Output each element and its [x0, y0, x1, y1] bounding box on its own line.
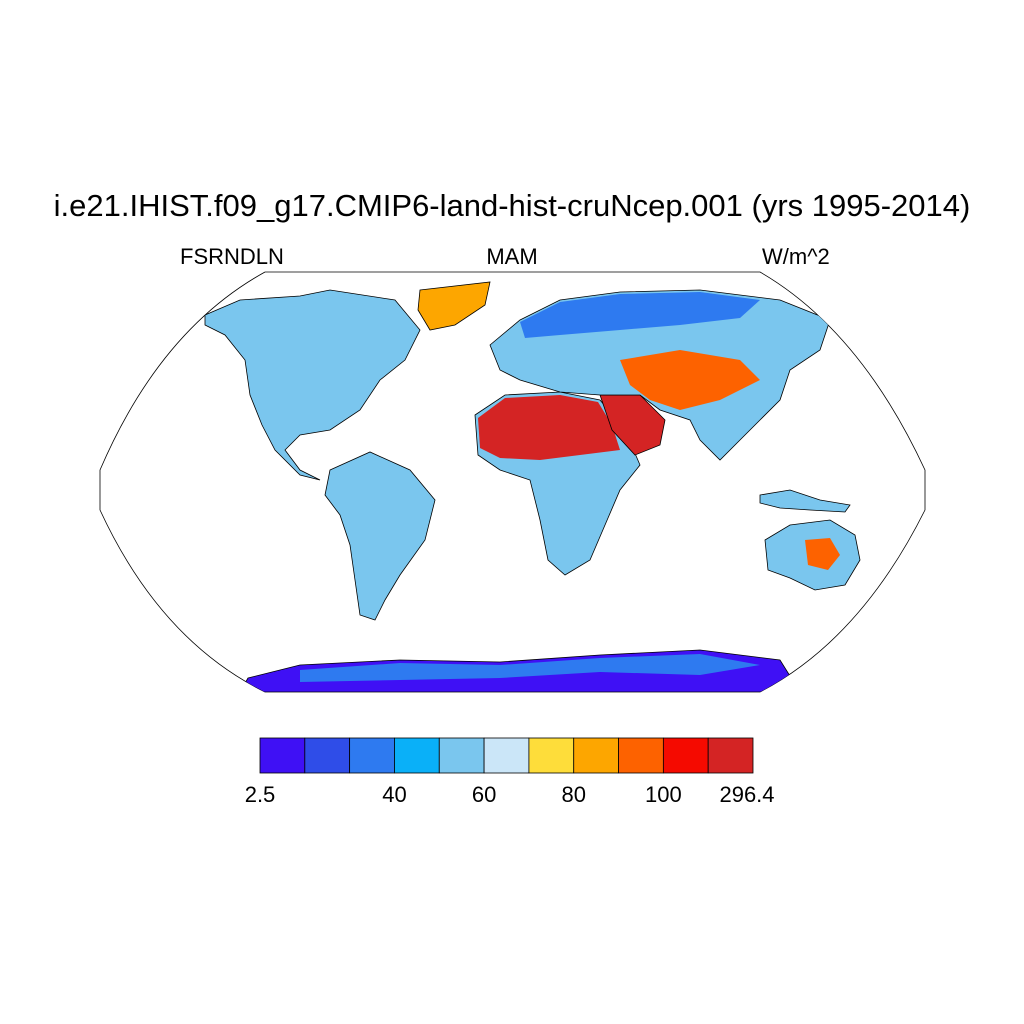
colorbar-swatch	[618, 737, 664, 774]
colorbar-swatch	[573, 737, 619, 774]
land-northern-eurasia	[520, 292, 760, 338]
colorbar-swatch	[662, 737, 709, 774]
colorbar-tick-label: 80	[561, 782, 586, 807]
colorbar-swatch	[259, 737, 306, 774]
colorbar-tick-label: 296.4	[719, 782, 775, 807]
colorbar-tick-label: 2.5	[244, 782, 276, 807]
land-antarctica-coast	[300, 654, 760, 682]
season-label: MAM	[486, 244, 538, 269]
colorbar-swatch	[483, 737, 530, 774]
land-south-america	[324, 451, 436, 621]
units-label: W/m^2	[762, 244, 830, 269]
land-central-asia-warm	[620, 350, 760, 410]
colorbar-swatch	[438, 737, 485, 774]
colorbar-tick-label: 40	[382, 782, 407, 807]
colorbar-tick-label: 60	[471, 782, 497, 807]
colorbar-swatch	[528, 737, 575, 774]
land-indonesia	[759, 489, 851, 513]
colorbar-swatch	[707, 737, 754, 774]
land-greenland	[417, 281, 491, 331]
colorbar-swatch	[304, 737, 351, 774]
land-sahara	[478, 395, 620, 460]
colorbar-tick-label: 100	[645, 782, 682, 807]
variable-label: FSRNDLN	[180, 244, 284, 269]
colorbar-swatch	[394, 737, 440, 774]
land-australia-interior	[805, 538, 840, 570]
colorbar-swatch	[349, 737, 395, 774]
land-north-america	[204, 289, 421, 481]
figure-title: i.e21.IHIST.f09_g17.CMIP6-land-hist-cruN…	[53, 188, 971, 223]
